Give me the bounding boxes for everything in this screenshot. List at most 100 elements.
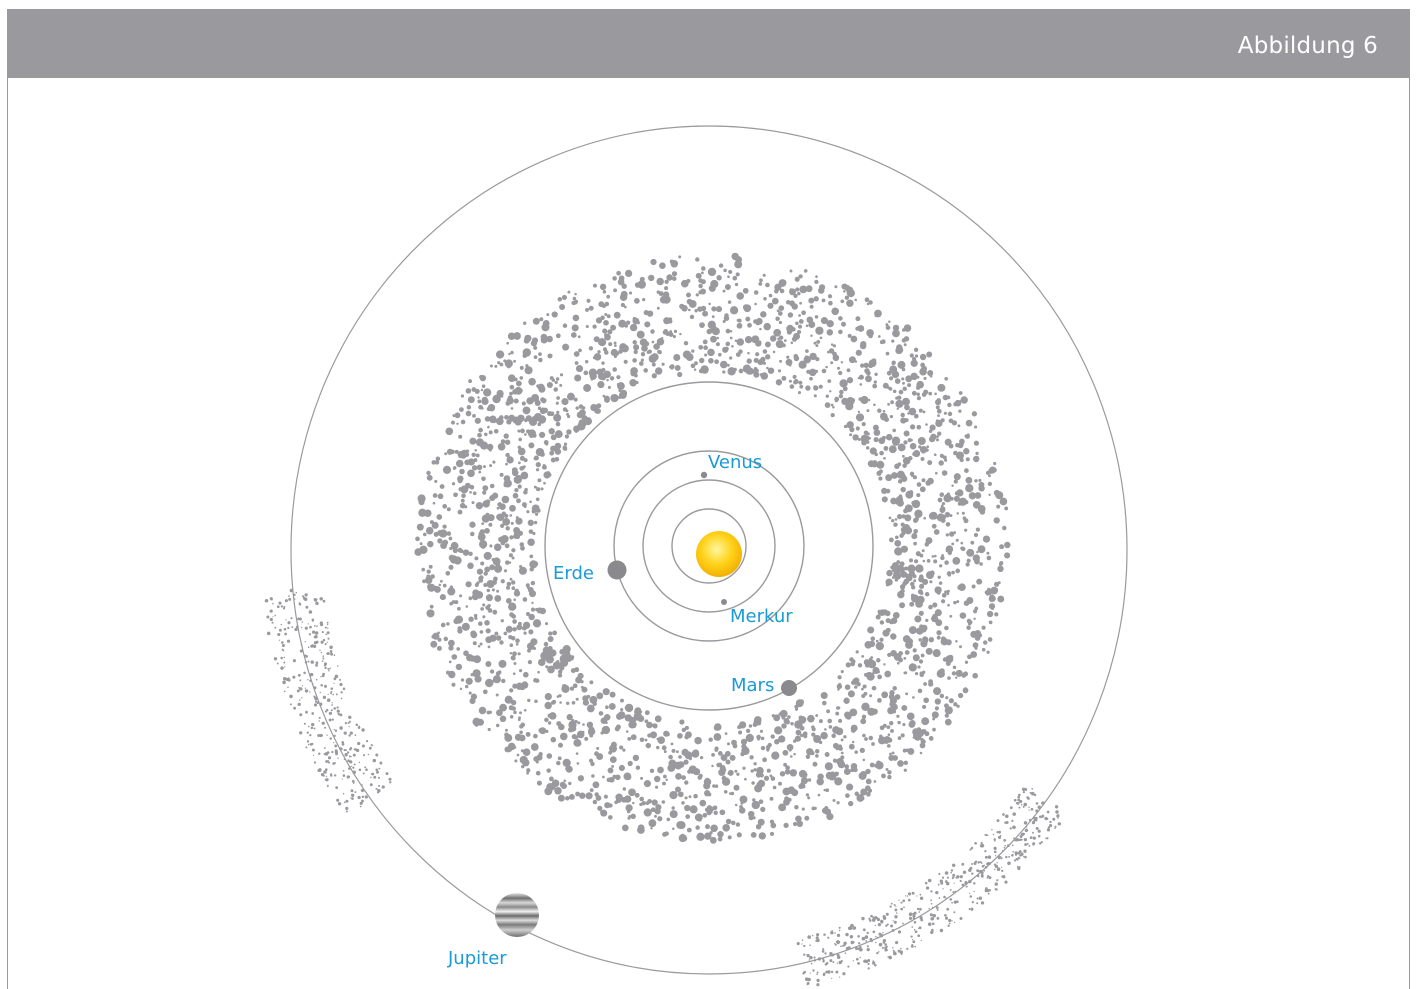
asteroid	[505, 526, 510, 531]
asteroid	[900, 412, 905, 418]
trojan-asteroid	[290, 617, 293, 620]
trojan-asteroid	[304, 689, 309, 693]
asteroid	[795, 287, 800, 292]
asteroid	[869, 762, 875, 768]
asteroid	[541, 323, 550, 332]
asteroid	[925, 537, 933, 545]
asteroid	[781, 375, 787, 381]
asteroid	[916, 482, 922, 487]
asteroid	[588, 758, 594, 763]
asteroid	[928, 736, 934, 741]
asteroid	[751, 781, 755, 785]
asteroid	[576, 741, 582, 747]
trojan-asteroid	[375, 768, 379, 772]
asteroid	[656, 277, 664, 286]
trojan-asteroid	[894, 915, 898, 919]
asteroid	[889, 690, 895, 696]
trojan-asteroid	[1011, 844, 1014, 847]
asteroid	[758, 832, 766, 840]
trojan-asteroid	[946, 876, 949, 879]
asteroid	[673, 354, 681, 361]
trojan-asteroid	[324, 747, 326, 749]
asteroid	[712, 805, 718, 811]
asteroid	[506, 341, 510, 345]
asteroid	[546, 383, 550, 386]
trojan-asteroid	[880, 919, 884, 924]
asteroid	[866, 302, 870, 306]
asteroid	[480, 543, 486, 549]
asteroid	[831, 307, 839, 316]
asteroid	[783, 339, 787, 342]
trojan-asteroid	[936, 917, 940, 920]
asteroid	[760, 806, 766, 813]
asteroid	[736, 338, 745, 346]
asteroid	[550, 736, 557, 743]
asteroid	[937, 497, 943, 503]
asteroid	[495, 723, 500, 728]
asteroid	[902, 397, 910, 406]
asteroid	[781, 723, 787, 729]
asteroid	[679, 303, 685, 310]
asteroid	[861, 655, 865, 658]
trojan-asteroid	[980, 841, 983, 845]
asteroid	[576, 762, 580, 765]
asteroid	[431, 460, 436, 465]
asteroid	[540, 397, 545, 402]
asteroid	[866, 440, 870, 444]
trojan-asteroid	[1057, 817, 1059, 819]
asteroid	[535, 770, 541, 776]
asteroid	[838, 394, 844, 399]
asteroid	[797, 291, 801, 296]
asteroid	[632, 340, 637, 345]
asteroid	[457, 509, 463, 515]
asteroid	[962, 687, 969, 694]
trojan-asteroid	[283, 661, 286, 664]
asteroid	[559, 383, 563, 387]
asteroid	[552, 661, 561, 670]
asteroid	[805, 324, 809, 328]
asteroid	[759, 327, 762, 331]
trojan-asteroid	[845, 932, 849, 937]
asteroid	[563, 779, 567, 783]
asteroid	[890, 497, 897, 505]
asteroid	[519, 730, 523, 735]
asteroid	[728, 792, 732, 795]
trojan-asteroid	[315, 678, 318, 681]
asteroid	[661, 745, 667, 751]
asteroid	[767, 742, 772, 748]
asteroid	[955, 568, 961, 574]
asteroid	[520, 471, 529, 480]
trojan-asteroid	[370, 773, 372, 775]
asteroid	[714, 359, 719, 365]
asteroid	[460, 419, 466, 425]
asteroid	[793, 293, 798, 299]
asteroid	[483, 551, 492, 560]
asteroid	[615, 793, 623, 801]
trojan-asteroid	[308, 633, 312, 636]
asteroid	[837, 675, 842, 680]
asteroid	[452, 467, 456, 470]
asteroid	[785, 300, 791, 305]
asteroid	[545, 655, 554, 664]
asteroid	[909, 353, 914, 358]
asteroid	[752, 798, 756, 802]
trojan-asteroid	[830, 930, 834, 935]
asteroid	[510, 699, 517, 706]
trojan-asteroid	[340, 728, 342, 730]
asteroid	[786, 355, 790, 359]
asteroid	[711, 764, 714, 768]
trojan-asteroid	[341, 742, 345, 746]
asteroid	[517, 484, 522, 489]
trojan-asteroid	[1012, 850, 1014, 853]
asteroid	[824, 752, 830, 757]
asteroid	[491, 405, 495, 409]
asteroid	[538, 727, 544, 734]
asteroid	[898, 657, 903, 663]
asteroid	[863, 435, 870, 442]
asteroid	[579, 792, 586, 799]
trojan-asteroid	[994, 884, 997, 886]
asteroid	[576, 411, 584, 419]
asteroid	[965, 457, 970, 462]
asteroid	[543, 481, 546, 485]
asteroid	[607, 329, 613, 335]
